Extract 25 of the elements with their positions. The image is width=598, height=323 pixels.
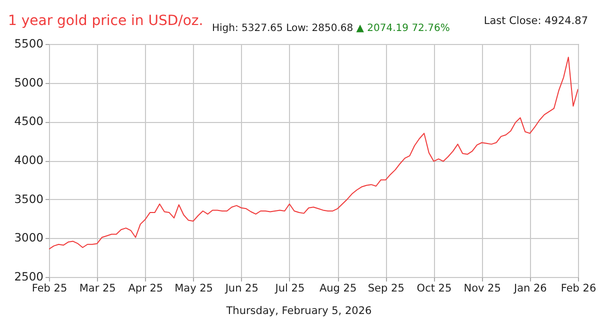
text: ▲ 2074.19 72.76% [356, 23, 450, 34]
y-tick-label: 5500 [14, 36, 44, 50]
x-tick-label: Aug 25 [319, 282, 357, 294]
x-tick-label: Feb 25 [32, 282, 68, 294]
chart-title: 1 year gold price in USD/oz. [8, 13, 204, 29]
x-tick-label: Jul 25 [274, 282, 305, 294]
x-tick-label: Nov 25 [464, 282, 501, 294]
text: Thursday, February 5, 2026 [225, 305, 373, 317]
y-tick-label: 5000 [14, 75, 44, 90]
x-tick-label: Apr 25 [128, 282, 164, 294]
y-tick-label: 4500 [14, 114, 44, 128]
x-tick-label: Feb 26 [560, 282, 596, 294]
y-tick-label: 3500 [14, 192, 44, 206]
text: Last Close: 4924.87 [484, 15, 588, 27]
x-tick-label: Oct 25 [416, 282, 452, 294]
y-tick-label: 3000 [14, 230, 44, 245]
x-tick-label: Jun 25 [224, 282, 258, 294]
line-series [49, 56, 578, 250]
x-tick-label: May 25 [174, 282, 213, 294]
x-tick-label: Sep 25 [368, 282, 404, 294]
y-tick-label: 4000 [14, 153, 44, 167]
y-tick-label: 2500 [14, 270, 44, 284]
x-tick-label: Mar 25 [79, 282, 116, 294]
x-tick-label: Jan 26 [512, 282, 548, 294]
chart-subtitle: High: 5327.65 Low: 2850.68 [212, 23, 354, 34]
